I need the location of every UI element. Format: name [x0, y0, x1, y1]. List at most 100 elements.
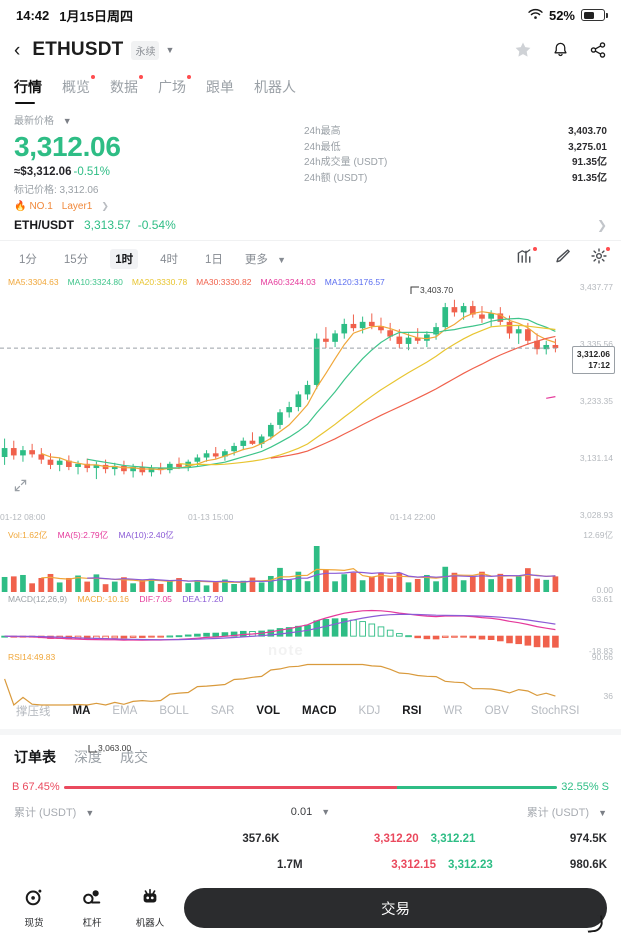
orderbook-tab-trades[interactable]: 成交	[120, 749, 148, 765]
chevron-right-icon[interactable]: ❯	[596, 218, 607, 232]
expand-chart-icon[interactable]	[14, 479, 27, 497]
ratio-bar-buy	[63, 785, 397, 789]
status-time: 14:42	[16, 7, 50, 23]
ma60-text: MA60:3244.03	[260, 277, 316, 287]
indicator-tab-ema[interactable]: EMA	[112, 705, 138, 717]
indicator-tab-kdj[interactable]: KDJ	[358, 705, 381, 717]
macd-legend: MACD(12,26,9) MACD:-10.16 DIF:7.05 DEA:1…	[8, 594, 223, 604]
indicator-tab-boll[interactable]: BOLL	[159, 705, 189, 717]
orderbook-tab-depth[interactable]: 深度	[74, 749, 102, 765]
indicator-tab-vol[interactable]: VOL	[256, 705, 281, 717]
low-annotation-label: 3,063.00	[98, 743, 132, 753]
bottom-nav-spot[interactable]: 现货	[14, 887, 54, 929]
battery-percent: 52%	[548, 7, 575, 23]
spot-pair-row[interactable]: ETH/USDT 3,313.57 -0.54% ❯	[0, 212, 621, 241]
notification-dot	[91, 75, 95, 79]
pair-price: 3,313.57	[84, 218, 131, 232]
fire-icon: 🔥	[14, 201, 27, 212]
ratio-bar	[63, 785, 558, 789]
precision-selector[interactable]: 0.01 ▼	[94, 806, 526, 818]
y-axis-tick: 3,028.93	[579, 510, 613, 520]
timeframe-1d[interactable]: 1日	[205, 253, 223, 266]
ma-legend-item: MA60:3244.03	[260, 277, 315, 287]
battery-icon	[581, 9, 608, 21]
indicator-tab-macd[interactable]: MACD	[302, 705, 337, 717]
bottom-nav-leverage[interactable]: 杠杆	[72, 887, 112, 929]
chart-indicator-icon[interactable]	[517, 247, 537, 269]
nav-tab-bot[interactable]: 机器人	[254, 77, 296, 104]
x-axis-tick: 01-14 22:00	[390, 512, 436, 522]
bottom-nav: 现货 杠杆	[14, 887, 170, 929]
bell-icon[interactable]	[552, 41, 569, 59]
chart-container[interactable]: MA5:3304.63 MA10:3324.80 MA20:3330.78 MA…	[0, 274, 621, 753]
orderbook-tabs: 订单表 深度 成交	[0, 735, 621, 775]
nav-tab-label: 行情	[14, 79, 42, 95]
timeframe-1m[interactable]: 1分	[19, 253, 37, 266]
orderbook-rows: 357.6K 3,312.20 3,312.21 974.5K 1.7M 3,3…	[0, 826, 621, 878]
timeframe-4h[interactable]: 4时	[160, 253, 179, 266]
sell-price: 3,312.23	[447, 859, 493, 871]
rsi-legend: RSI14:49.83	[8, 652, 55, 662]
macd-legend-item: MACD:-10.16	[77, 594, 129, 604]
star-icon[interactable]	[514, 41, 532, 59]
column-header-left-label: 累计 (USDT)	[14, 807, 77, 819]
x-axis-tick: 01-12 08:00	[0, 512, 46, 522]
stat-row: 24h最低 3,275.01	[304, 140, 607, 156]
notification-dot	[187, 75, 191, 79]
chevron-down-icon: ▼	[277, 254, 287, 265]
indicator-tab-sar[interactable]: SAR	[210, 705, 235, 717]
macd-legend-item: MACD(12,26,9)	[8, 594, 68, 604]
indicator-tab-obv[interactable]: OBV	[484, 705, 509, 717]
notification-dot	[533, 247, 537, 251]
timeframe-more[interactable]: 更多 ▼	[245, 251, 286, 267]
chevron-down-icon[interactable]: ▼	[165, 45, 175, 55]
indicator-tab-rsi[interactable]: RSI	[402, 705, 422, 717]
vol-legend-item: MA(10):2.40亿	[118, 530, 174, 540]
stat-row: 24h最高 3,403.70	[304, 124, 607, 140]
share-icon[interactable]	[589, 41, 607, 59]
timeframe-15m[interactable]: 15分	[63, 253, 89, 266]
page-header: ‹ ETHUSDT 永续 ▼	[0, 30, 621, 70]
price-label: 最新价格	[14, 116, 54, 127]
bottom-nav-label: 杠杆	[82, 918, 102, 929]
stat-value: 91.35亿	[571, 157, 607, 168]
bottom-nav-bot[interactable]: 机器人	[130, 887, 170, 929]
volume-legend: Vol:1.62亿 MA(5):2.79亿 MA(10):2.40亿	[8, 529, 174, 541]
token-tags[interactable]: 🔥 NO.1 Layer1 ❯	[14, 201, 304, 212]
nav-tab-copytrade[interactable]: 跟单	[206, 77, 234, 104]
back-button[interactable]: ‹	[14, 39, 21, 61]
orderbook-tab-book[interactable]: 订单表	[14, 749, 56, 765]
chevron-down-icon[interactable]: ▼	[62, 116, 72, 126]
rsi-plot	[4, 663, 556, 707]
trade-button[interactable]: 交易	[184, 888, 607, 928]
indicator-tab-support[interactable]: 撑压线	[16, 706, 51, 718]
vol-legend-item: Vol:1.62亿	[8, 530, 48, 540]
page-title: ETHUSDT	[32, 39, 124, 60]
column-header-right[interactable]: 累计 (USDT) ▼	[527, 804, 607, 820]
mark-price: 标记价格: 3,312.06	[14, 185, 99, 196]
ma-legend-item: MA5:3304.63	[8, 277, 59, 287]
macd-y-bottom: -18.83	[588, 646, 613, 656]
nav-tab-overview[interactable]: 概览	[62, 75, 95, 104]
table-row[interactable]: 357.6K 3,312.20 3,312.21 974.5K	[0, 826, 621, 852]
pencil-draw-icon[interactable]	[554, 248, 571, 269]
column-header-left[interactable]: 累计 (USDT) ▼	[14, 804, 94, 820]
sell-price: 3,312.21	[430, 833, 476, 845]
price-label-row[interactable]: 最新价格 ▼	[14, 112, 304, 127]
ratio-bar-sell	[396, 785, 558, 789]
indicator-tab-stochrsi[interactable]: StochRSI	[530, 705, 580, 717]
indicator-tab-wr[interactable]: WR	[443, 705, 463, 717]
table-row[interactable]: 1.7M 3,312.15 3,312.23 980.6K	[0, 852, 621, 878]
current-price-value: 3,312.06	[576, 349, 610, 359]
indicator-tab-ma[interactable]: MA	[72, 705, 91, 717]
rsi-y-top: 90.66	[591, 652, 613, 662]
timeframe-1h[interactable]: 1时	[110, 248, 139, 269]
nav-tab-data[interactable]: 数据	[110, 75, 143, 104]
layer-tag: Layer1	[61, 201, 93, 212]
gear-icon[interactable]	[591, 247, 610, 269]
y-axis-tick: 3,131.14	[579, 453, 613, 463]
nav-tab-square[interactable]: 广场	[158, 75, 191, 104]
chevron-right-icon[interactable]: ❯	[101, 201, 109, 211]
last-price: 3,312.06	[14, 131, 121, 162]
nav-tab-markets[interactable]: 行情	[14, 77, 42, 104]
